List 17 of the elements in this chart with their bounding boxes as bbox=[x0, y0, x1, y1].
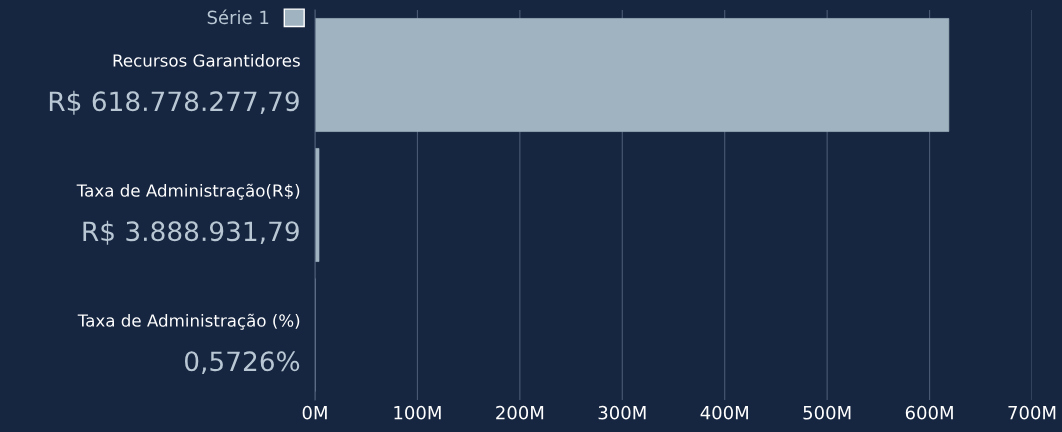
x-tick-label: 600M bbox=[905, 405, 953, 420]
data-label: R$ 3.888.931,79 bbox=[83, 220, 299, 245]
y-tick-label: Taxa de Administração (%) bbox=[77, 313, 300, 330]
x-tick-label: 200M bbox=[496, 405, 544, 420]
y-tick-label: Recursos Garantidores bbox=[113, 53, 300, 67]
data-label: 0,5726% bbox=[184, 351, 300, 374]
y-tick-label: Taxa de Administração(R$) bbox=[76, 183, 300, 200]
x-tick-label: 700M bbox=[1008, 405, 1056, 420]
x-tick-label: 100M bbox=[394, 405, 441, 420]
x-tick-label: 0M bbox=[302, 405, 327, 420]
data-label: R$ 618.778.277,79 bbox=[49, 90, 299, 115]
x-tick-label: 400M bbox=[700, 405, 748, 420]
legend-label: Série 1 bbox=[207, 9, 269, 25]
x-tick-label: 300M bbox=[598, 405, 646, 420]
x-tick-label: 500M bbox=[803, 405, 851, 420]
bar bbox=[315, 18, 950, 132]
bar bbox=[315, 148, 320, 262]
